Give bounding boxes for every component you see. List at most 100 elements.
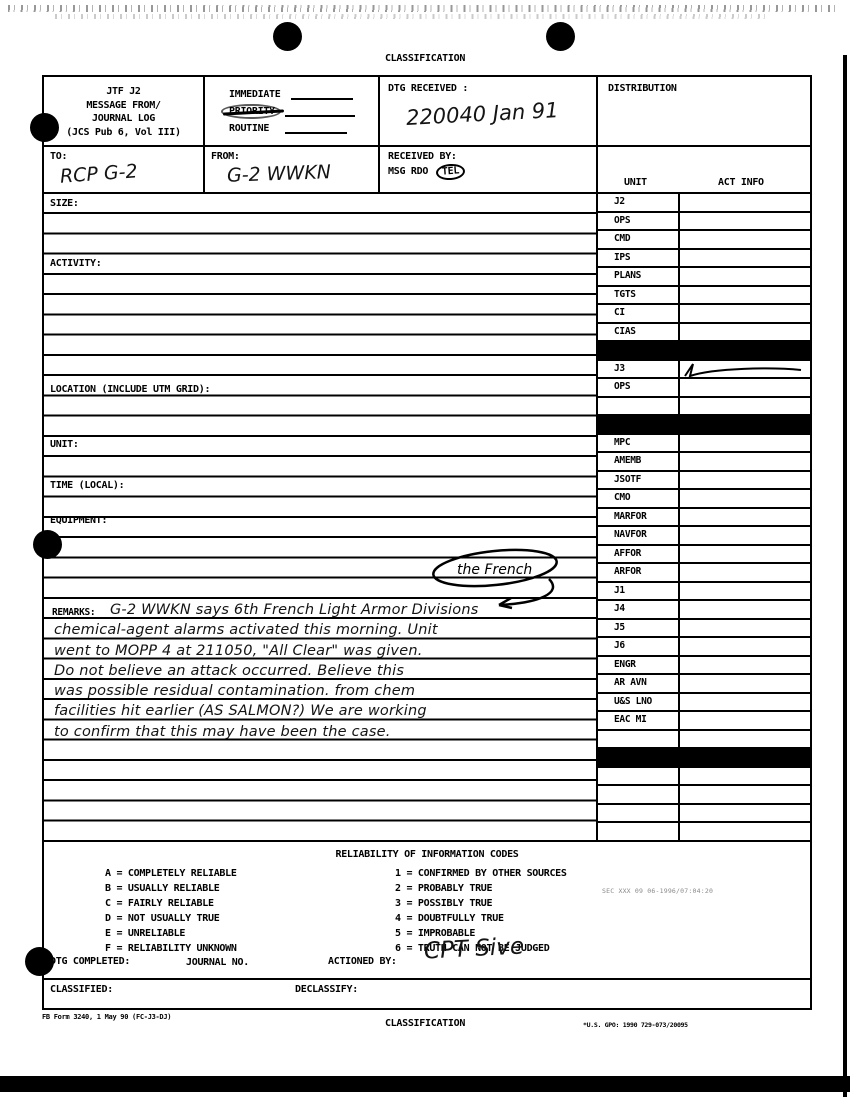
distribution-row: IPS — [598, 249, 810, 268]
classified-label: CLASSIFIED: — [50, 984, 113, 995]
distribution-row: OPS — [598, 379, 810, 398]
form-title-line: JTF J2 — [106, 86, 141, 97]
received-by-option-rdo: RDO — [410, 166, 429, 177]
distribution-act-info-cell — [680, 213, 810, 230]
distribution-act-info-cell — [680, 620, 810, 637]
form-number: FB Form 3240, 1 May 90 (FC-J3-DJ) — [42, 1013, 172, 1021]
scan-noise-band — [8, 5, 836, 12]
distribution-row: J2 — [598, 194, 810, 213]
distribution-unit-cell — [598, 730, 680, 747]
distribution-act-info-cell — [680, 509, 810, 526]
distribution-unit-cell: CIAS — [598, 323, 680, 340]
reliability-number-codes: 1 = CONFIRMED BY OTHER SOURCES 2 = PROBAB… — [395, 866, 567, 956]
distribution-act-info-cell — [680, 453, 810, 470]
punch-hole — [25, 947, 54, 976]
distribution-act-info-cell — [680, 546, 810, 563]
routine-label: ROUTINE — [229, 123, 270, 134]
distribution-row: NAVFOR — [598, 527, 810, 546]
distribution-unit-cell: AFFOR — [598, 545, 680, 562]
distribution-act-info-cell — [680, 472, 810, 489]
form-title-cell: JTF J2 MESSAGE FROM/JOURNAL LOG (JCS Pub 6… — [44, 77, 205, 147]
blank-line — [284, 106, 355, 117]
distribution-row — [598, 823, 810, 842]
distribution-separator-bar — [598, 416, 810, 435]
distribution-unit-cell: TGTS — [598, 286, 680, 303]
distribution-act-info-cell — [680, 194, 810, 211]
remarks-handwritten-line: facilities hit earlier (AS SALMON?) We a… — [54, 703, 427, 720]
distribution-unit-cell: PLANS — [598, 268, 680, 285]
distribution-row — [598, 767, 810, 786]
size-field-label: SIZE: — [50, 198, 79, 209]
distribution-row: U&S LNO — [598, 693, 810, 712]
reliability-letter-code: E = UNRELIABLE — [105, 928, 186, 939]
blank-line — [290, 89, 353, 100]
reliability-letter-codes: A = COMPLETELY RELIABLE B = USUALLY RELIA… — [105, 866, 237, 956]
classification-footer: CLASSIFICATION — [384, 1018, 466, 1029]
distribution-act-info-cell — [680, 379, 810, 396]
distribution-act-info-cell — [680, 250, 810, 267]
classification-footer-row: CLASSIFIED: DECLASSIFY: — [44, 980, 810, 1010]
distribution-act-info-cell — [680, 564, 810, 581]
punch-hole — [273, 22, 302, 51]
distribution-act-info-cell — [680, 694, 810, 711]
form-title-line: (JCS Pub 6, Vol III) — [66, 126, 181, 138]
reliability-letter-code: A = COMPLETELY RELIABLE — [105, 868, 237, 879]
punch-hole — [546, 22, 575, 51]
distribution-row: JSOTF — [598, 471, 810, 490]
dtg-received-label: DTG RECEIVED : — [388, 83, 469, 94]
punch-hole — [30, 113, 59, 142]
received-by-option-tel-circled: TEL — [435, 163, 466, 181]
the-french-circled-annotation: the French — [432, 548, 558, 610]
distribution-act-info-cell — [680, 583, 810, 600]
annotation-text: the French — [457, 562, 532, 578]
precedence-routine: ROUTINE — [229, 120, 378, 137]
distribution-act-info-cell — [680, 731, 810, 748]
to-cell: TO: RCP G-2 — [44, 147, 205, 194]
reliability-letter-code: D = NOT USUALLY TRUE — [105, 913, 220, 924]
distribution-unit-cell: JSOTF — [598, 471, 680, 488]
activity-field-label: ACTIVITY: — [50, 258, 102, 269]
scan-stamp-text: SEC XXX 09 06-1996/07:04:20 — [602, 887, 714, 895]
distribution-row: MPC — [598, 434, 810, 453]
remarks-handwritten-line: G-2 WWKN says 6th French Light Armor Div… — [110, 602, 479, 618]
precedence-cell: IMMEDIATE PRIORITY ROUTINE — [205, 77, 380, 147]
scan-bottom-band — [0, 1076, 850, 1092]
reliability-letter-code: B = USUALLY RELIABLE — [105, 883, 220, 894]
distribution-unit-cell: CI — [598, 305, 680, 322]
distribution-separator-bar — [598, 342, 810, 361]
location-field-label: LOCATION (INCLUDE UTM GRID): — [50, 384, 211, 395]
distribution-row: CI — [598, 305, 810, 324]
journal-no-label: JOURNAL NO. — [186, 957, 249, 968]
distribution-row: J4 — [598, 601, 810, 620]
unit-column-header: UNIT — [624, 177, 647, 188]
reliability-number-code: 1 = CONFIRMED BY OTHER SOURCES — [395, 868, 567, 879]
distribution-row: ENGR — [598, 656, 810, 675]
distribution-unit-cell: J1 — [598, 582, 680, 599]
precedence-priority: PRIORITY — [221, 103, 378, 120]
act-info-checkmark — [684, 362, 802, 378]
remarks-field-label: REMARKS: — [52, 607, 96, 618]
distribution-act-info-cell — [680, 601, 810, 618]
distribution-row: J5 — [598, 619, 810, 638]
reliability-number-code: 5 = IMPROBABLE — [395, 928, 476, 939]
distribution-row — [598, 730, 810, 749]
distribution-row: CIAS — [598, 323, 810, 342]
blank-line — [285, 123, 348, 134]
priority-label-struck-out: PRIORITY — [221, 104, 281, 119]
distribution-unit-cell: J2 — [598, 194, 680, 211]
distribution-row — [598, 786, 810, 805]
distribution-column-headers: UNIT ACT INFO — [598, 147, 810, 194]
distribution-row: MARFOR — [598, 508, 810, 527]
distribution-row: J1 — [598, 582, 810, 601]
from-label: FROM: — [211, 151, 240, 162]
to-handwritten-value: RCP G-2 — [59, 160, 139, 188]
page-edge-scan-line — [843, 55, 847, 1097]
time-field-label: TIME (LOCAL): — [50, 480, 125, 491]
distribution-unit-cell: NAVFOR — [598, 527, 680, 544]
distribution-act-info-cell — [680, 398, 810, 415]
form-title: JTF J2 MESSAGE FROM/JOURNAL LOG (JCS Pub 6… — [44, 77, 203, 139]
remarks-handwritten-line: to confirm that this may have been the c… — [54, 723, 391, 740]
distribution-row: AR AVN — [598, 675, 810, 694]
reliability-number-code: 4 = DOUBTFULLY TRUE — [395, 913, 504, 924]
